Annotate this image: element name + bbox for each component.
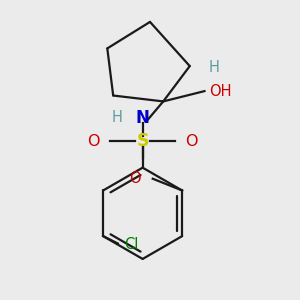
- Text: S: S: [136, 132, 149, 150]
- Text: O: O: [185, 134, 198, 149]
- Text: O: O: [129, 171, 141, 186]
- Text: O: O: [87, 134, 100, 149]
- Text: N: N: [136, 109, 150, 127]
- Text: Cl: Cl: [124, 238, 138, 253]
- Text: OH: OH: [209, 84, 231, 99]
- Text: H: H: [209, 60, 220, 75]
- Text: H: H: [111, 110, 122, 125]
